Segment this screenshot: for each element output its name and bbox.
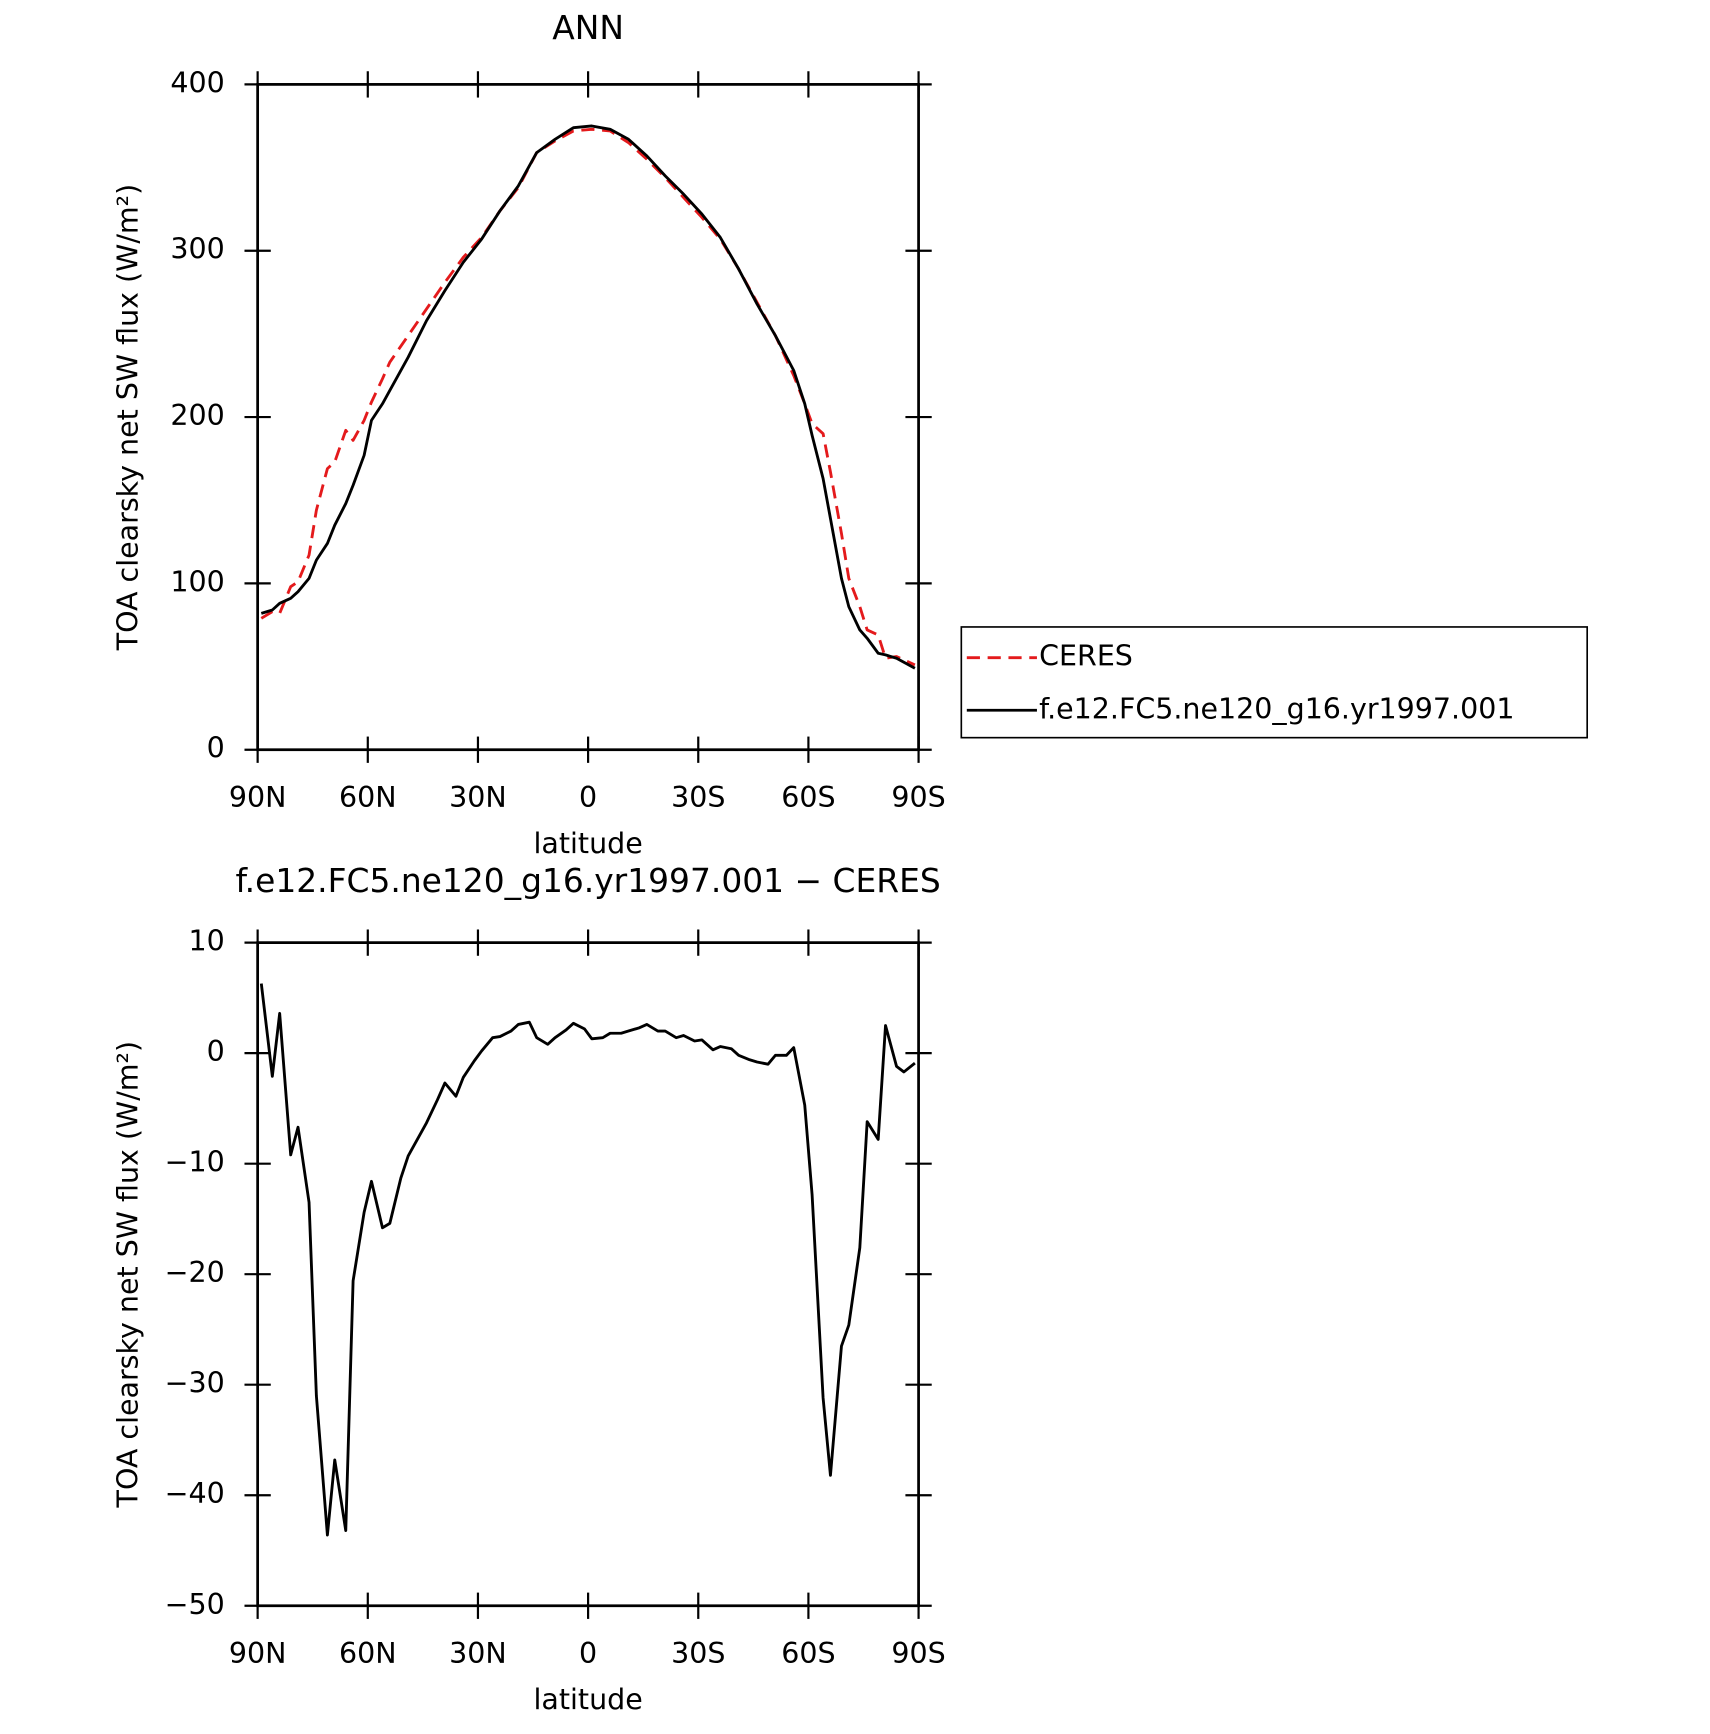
series-line <box>259 983 916 1537</box>
x-tick-label: 30N <box>449 1637 507 1670</box>
y-tick-label: −50 <box>165 1588 225 1621</box>
y-tick-label: −10 <box>165 1146 225 1179</box>
y-tick-label: 0 <box>207 732 225 765</box>
y-tick-label: −40 <box>165 1477 225 1510</box>
x-tick-label: 60N <box>339 781 397 814</box>
x-axis-label: latitude <box>533 827 642 860</box>
y-tick-label: −20 <box>165 1256 225 1289</box>
y-tick-label: 10 <box>189 925 225 958</box>
y-tick-label: 0 <box>207 1035 225 1068</box>
x-tick-label: 60S <box>781 1637 835 1670</box>
y-tick-label: 300 <box>170 233 224 266</box>
legend-label: CERES <box>1039 640 1133 673</box>
x-tick-label: 60N <box>339 1637 397 1670</box>
x-tick-label: 0 <box>579 1637 597 1670</box>
x-tick-label: 90N <box>229 1637 287 1670</box>
chart-title: ANN <box>552 8 624 47</box>
x-tick-label: 30S <box>671 781 725 814</box>
y-tick-label: 100 <box>170 565 224 598</box>
x-tick-label: 30S <box>671 1637 725 1670</box>
legend-label: f.e12.FC5.ne120_g16.yr1997.001 <box>1039 692 1514 725</box>
y-tick-label: 400 <box>170 66 224 99</box>
x-axis-label: latitude <box>533 1683 642 1716</box>
plot-frame <box>256 941 920 1608</box>
y-axis-label: TOA clearsky net SW flux (W/m²) <box>111 184 144 652</box>
y-tick-label: 200 <box>170 399 224 432</box>
series-line <box>260 124 916 670</box>
legend-box <box>960 626 1589 739</box>
x-tick-label: 30N <box>449 781 507 814</box>
chart-title: f.e12.FC5.ne120_g16.yr1997.001 − CERES <box>235 861 940 900</box>
y-tick-label: −30 <box>165 1367 225 1400</box>
x-tick-label: 90N <box>229 781 287 814</box>
x-tick-label: 60S <box>781 781 835 814</box>
x-tick-label: 90S <box>891 1637 945 1670</box>
x-tick-label: 0 <box>579 781 597 814</box>
series-line <box>260 127 916 667</box>
x-tick-label: 90S <box>891 781 945 814</box>
plot-frame <box>256 83 920 752</box>
y-axis-label: TOA clearsky net SW flux (W/m²) <box>111 1041 144 1509</box>
